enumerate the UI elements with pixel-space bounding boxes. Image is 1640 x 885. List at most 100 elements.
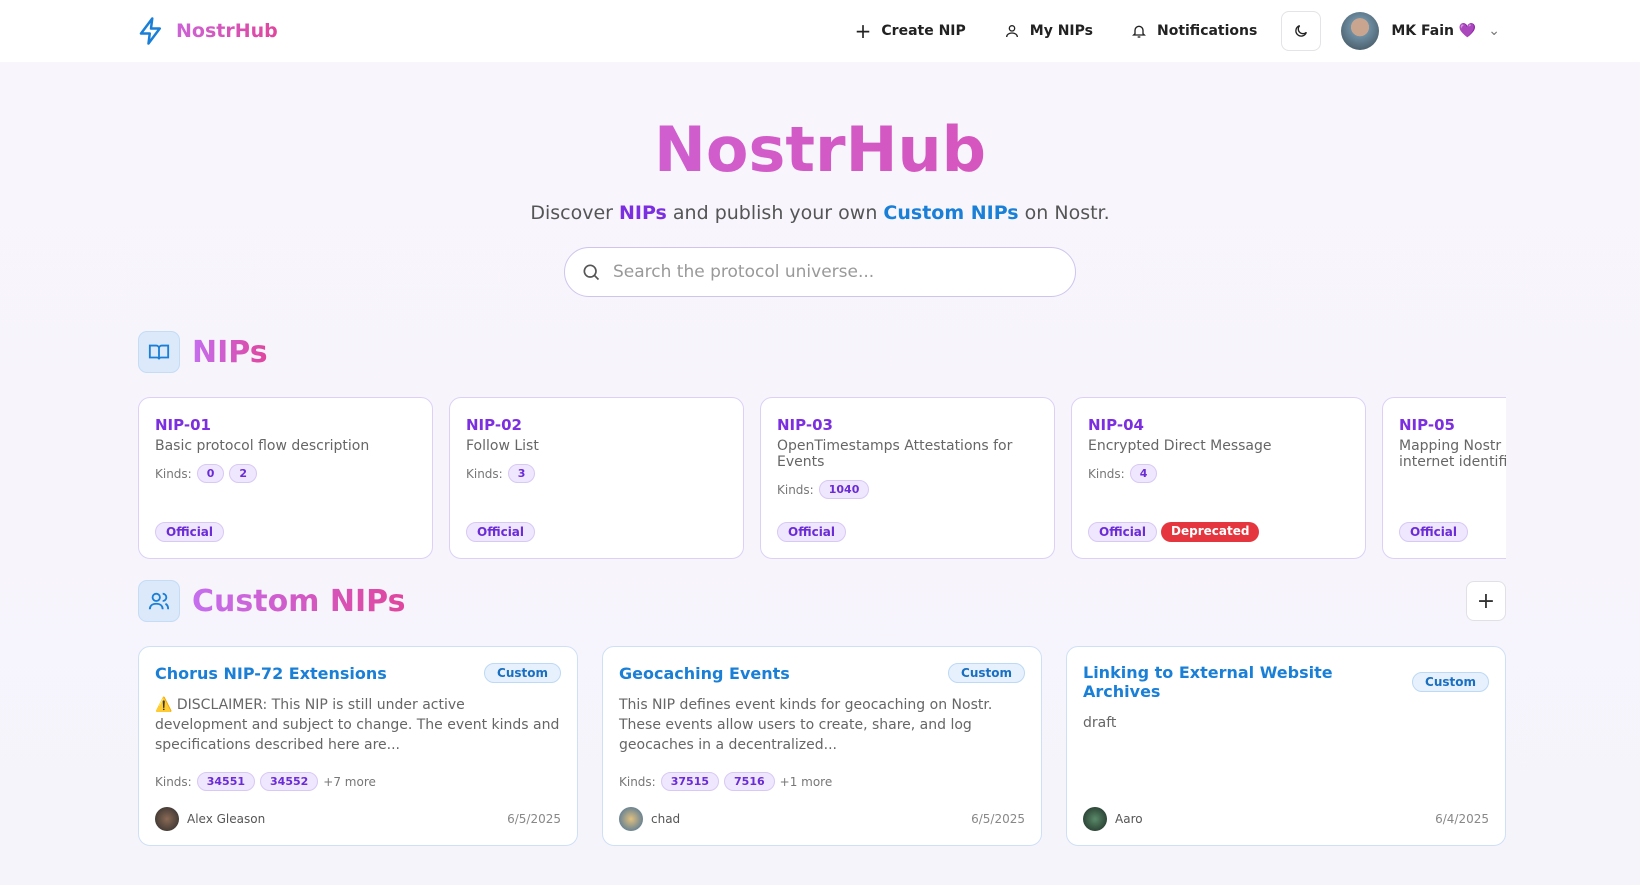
kind-badge: 4 bbox=[1129, 464, 1158, 483]
official-badge: Official bbox=[777, 522, 847, 542]
hero: NostrHub Discover NIPs and publish your … bbox=[0, 115, 1640, 298]
card-header: Chorus NIP-72 Extensions Custom bbox=[155, 663, 561, 683]
author-name[interactable]: Aaro bbox=[1115, 812, 1143, 826]
badges: Official bbox=[466, 522, 536, 542]
kind-badge: 7516 bbox=[724, 772, 775, 791]
card-header: Linking to External Website Archives Cust… bbox=[1083, 663, 1489, 701]
custom-nip-card[interactable]: Geocaching Events Custom This NIP defines … bbox=[602, 646, 1042, 846]
nip-description: Mapping Nostr keys to DNS-based internet… bbox=[1399, 438, 1506, 470]
kind-badge: 2 bbox=[229, 464, 258, 483]
kinds-label: Kinds: bbox=[155, 466, 192, 481]
deprecated-badge: Deprecated bbox=[1161, 522, 1260, 542]
badges: Official Deprecated bbox=[1088, 522, 1260, 542]
kind-badge: 34552 bbox=[260, 772, 319, 791]
card-footer: Aaro 6/4/2025 bbox=[1083, 807, 1489, 831]
author-avatar bbox=[155, 807, 179, 831]
label: My NIPs bbox=[1029, 23, 1093, 39]
label: Create NIP bbox=[881, 23, 966, 39]
author-avatar bbox=[619, 807, 643, 831]
hero-title: NostrHub bbox=[0, 115, 1640, 184]
search-bar bbox=[564, 247, 1076, 298]
kind-badge: 3 bbox=[507, 464, 536, 483]
custom-nip-title: Geocaching Events bbox=[619, 663, 790, 683]
author-avatar bbox=[1083, 807, 1107, 831]
nip-card[interactable]: NIP-03 OpenTimestamps Attestations for Ev… bbox=[760, 397, 1055, 559]
badges: Official bbox=[155, 522, 225, 542]
badges: Official bbox=[777, 522, 847, 542]
nip-id: NIP-02 bbox=[466, 416, 522, 434]
notifications-link[interactable]: Notifications bbox=[1131, 23, 1257, 39]
custom-nip-card[interactable]: Linking to External Website Archives Cust… bbox=[1066, 646, 1506, 846]
book-icon bbox=[138, 331, 180, 373]
nip-card[interactable]: NIP-02 Follow List Kinds: 3 Official bbox=[449, 397, 744, 559]
search-icon bbox=[583, 264, 600, 281]
user-menu[interactable]: MK Fain 💜 ⌄ bbox=[1341, 12, 1500, 50]
nip-description: OpenTimestamps Attestations for Events bbox=[777, 438, 1013, 470]
chevron-down-icon: ⌄ bbox=[1488, 23, 1500, 39]
kinds-row: Kinds: 1040 bbox=[777, 480, 1038, 499]
top-nav: NostrHub + Create NIP My NIPs Notificatio… bbox=[0, 0, 1640, 62]
users-icon bbox=[138, 580, 180, 622]
bell-icon bbox=[1132, 25, 1146, 38]
official-badge: Official bbox=[1088, 522, 1158, 542]
kinds-row: Kinds: 0 2 bbox=[155, 464, 416, 483]
custom-nip-title: Linking to External Website Archives bbox=[1083, 663, 1333, 701]
nip-id: NIP-03 bbox=[777, 416, 833, 434]
author-name[interactable]: Alex Gleason bbox=[187, 812, 266, 826]
nip-description: Basic protocol flow description bbox=[155, 438, 370, 454]
card-footer: chad 6/5/2025 bbox=[619, 807, 1025, 831]
nip-card[interactable]: NIP-01 Basic protocol flow description Kin… bbox=[138, 397, 433, 559]
nip-id: NIP-04 bbox=[1088, 416, 1144, 434]
lightning-icon bbox=[139, 17, 161, 45]
kinds-label: Kinds: bbox=[466, 466, 503, 481]
nips-section: NIPs NIP-01 Basic protocol flow descripti… bbox=[138, 331, 1506, 559]
official-badge: Official bbox=[466, 522, 536, 542]
t: Custom NIPs bbox=[883, 202, 1019, 225]
nip-description: Encrypted Direct Message bbox=[1088, 438, 1272, 454]
custom-nip-title: Chorus NIP-72 Extensions bbox=[155, 663, 387, 683]
section-title: Custom NIPs bbox=[192, 583, 406, 619]
hero-subtitle: Discover NIPs and publish your own Custo… bbox=[0, 202, 1640, 224]
search-input[interactable] bbox=[613, 262, 1059, 283]
kinds-label: Kinds: bbox=[1088, 466, 1125, 481]
more-kinds: +7 more bbox=[323, 774, 376, 789]
kinds-label: Kinds: bbox=[619, 774, 656, 789]
nip-description: Follow List bbox=[466, 438, 539, 454]
custom-nips-section: Custom NIPs + Chorus NIP-72 Extensions Cus… bbox=[138, 580, 1506, 846]
custom-nip-card[interactable]: Chorus NIP-72 Extensions Custom ⚠️ DISCLAI… bbox=[138, 646, 578, 846]
t: NIPs bbox=[619, 202, 667, 225]
brand-logo[interactable]: NostrHub bbox=[136, 16, 278, 46]
kinds-row: Kinds: 4 bbox=[1088, 464, 1349, 483]
custom-nip-description: This NIP defines event kinds for geocach… bbox=[619, 697, 993, 753]
nip-card[interactable]: NIP-05 Mapping Nostr keys to DNS-based in… bbox=[1382, 397, 1506, 559]
kind-badge: 37515 bbox=[660, 772, 720, 791]
moon-icon bbox=[1295, 25, 1308, 37]
theme-toggle-button[interactable] bbox=[1281, 11, 1322, 51]
date: 6/5/2025 bbox=[971, 812, 1025, 826]
nip-card[interactable]: NIP-04 Encrypted Direct Message Kinds: 4 Off… bbox=[1071, 397, 1366, 559]
kinds-row: Kinds: 3 bbox=[466, 464, 727, 483]
card-header: Geocaching Events Custom bbox=[619, 663, 1025, 683]
create-nip-link[interactable]: + Create NIP bbox=[855, 19, 966, 43]
plus-icon: + bbox=[854, 19, 872, 43]
add-custom-nip-button[interactable]: + bbox=[1466, 581, 1506, 621]
user-name: MK Fain 💜 bbox=[1391, 23, 1477, 39]
nip-id: NIP-05 bbox=[1399, 416, 1455, 434]
author-name[interactable]: chad bbox=[651, 812, 681, 826]
section-title: NIPs bbox=[192, 334, 268, 370]
custom-badge: Custom bbox=[484, 663, 561, 683]
custom-nip-description: draft bbox=[1083, 715, 1117, 731]
kind-badge: 0 bbox=[196, 464, 225, 483]
kind-badge: 1040 bbox=[818, 480, 870, 499]
nip-id: NIP-01 bbox=[155, 416, 211, 434]
kinds-row: Kinds: 34551 34552 +7 more bbox=[155, 772, 376, 791]
more-kinds: +1 more bbox=[779, 774, 833, 789]
custom-nip-description: ⚠️ DISCLAIMER: This NIP is still under a… bbox=[155, 697, 560, 753]
kind-badge: 34551 bbox=[196, 772, 256, 791]
kinds-label: Kinds: bbox=[155, 774, 192, 789]
user-icon bbox=[1005, 25, 1018, 38]
official-badge: Official bbox=[155, 522, 225, 542]
custom-badge: Custom bbox=[1412, 672, 1489, 692]
official-badge: Official bbox=[1399, 522, 1469, 542]
my-nips-link[interactable]: My NIPs bbox=[1004, 23, 1093, 39]
